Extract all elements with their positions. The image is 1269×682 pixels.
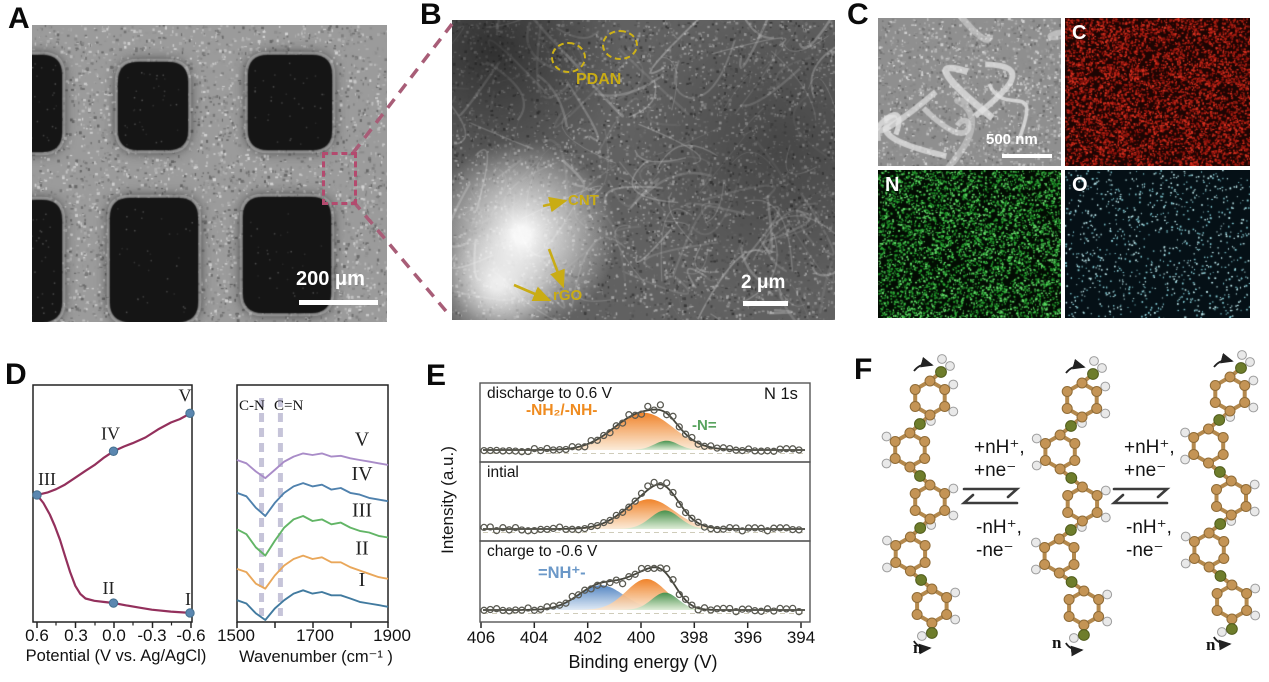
panel-c-scale-bar <box>1002 154 1052 158</box>
svg-text:II: II <box>355 538 368 560</box>
d-xtick: -0.6 <box>176 626 206 645</box>
f-repeat-n: n <box>913 638 923 657</box>
carbon-map-label: C <box>1072 22 1087 44</box>
xps-amine-peak-label: -NH₂/-NH- <box>526 402 598 419</box>
f-reverse-label-1: -nH⁺, <box>1126 517 1172 538</box>
ftir-xtick: 1900 <box>373 626 411 645</box>
ftir-xtick: 1700 <box>296 626 334 645</box>
f-repeat-n: n <box>1052 633 1062 652</box>
f-reverse-label-2: -ne⁻ <box>976 540 1014 561</box>
svg-text:V: V <box>179 385 192 405</box>
e-xtick: 406 <box>466 628 496 647</box>
ftir-xaxis-label: Wavenumber (cm⁻¹ ) <box>239 648 393 666</box>
f-repeat-n: n <box>1206 635 1216 654</box>
pdan-dashed-circle <box>551 42 586 73</box>
f-forward-label-1: +nH⁺, <box>1124 437 1175 458</box>
e-xtick: 404 <box>519 628 549 647</box>
panel-c-oxygen-map <box>1065 170 1250 318</box>
svg-text:V: V <box>355 429 370 451</box>
svg-text:IV: IV <box>101 423 120 443</box>
panel-c-nitrogen-map <box>878 170 1061 318</box>
d-xtick: 0.6 <box>25 626 49 645</box>
xps-corner-label: N 1s <box>764 385 798 403</box>
panel-c-label: C <box>847 0 869 31</box>
pdan-annotation: PDAN <box>576 71 622 88</box>
e-yaxis-label: Intensity (a.u.) <box>438 446 457 554</box>
e-xtick: 402 <box>573 628 603 647</box>
d-xtick: 0.0 <box>102 626 126 645</box>
panel-a-zoom-box <box>322 152 357 205</box>
e-xtick: 394 <box>786 628 816 647</box>
svg-text:III: III <box>38 469 56 489</box>
panel-b-scale-text: 2 μm <box>741 272 786 293</box>
panel-f-label: F <box>854 353 873 386</box>
e-xtick: 400 <box>626 628 656 647</box>
xps-bottom-title: charge to -0.6 V <box>487 543 598 560</box>
svg-text:I: I <box>185 589 191 609</box>
e-xtick: 398 <box>679 628 709 647</box>
f-reverse-label-1: -nH⁺, <box>976 517 1022 538</box>
f-forward-label-2: +ne⁻ <box>974 460 1017 481</box>
pdan-dashed-circle <box>602 30 638 60</box>
panel-a-label: A <box>8 2 30 35</box>
oxygen-map-label: O <box>1072 174 1088 196</box>
d-xtick: -0.3 <box>137 626 167 645</box>
xps-top-title: discharge to 0.6 V <box>487 385 612 402</box>
xps-imine-peak-label: -N= <box>692 417 717 434</box>
d-xaxis-label: Potential (V vs. Ag/AgCl) <box>25 647 207 665</box>
xps-protonated-peak-label: =NH⁺- <box>538 564 586 582</box>
f-forward-label-2: +ne⁻ <box>1124 460 1167 481</box>
svg-text:III: III <box>352 500 372 522</box>
svg-text:II: II <box>103 578 115 598</box>
xps-mid-title: intial <box>487 464 519 481</box>
f-forward-label-1: +nH⁺, <box>974 437 1025 458</box>
f-reverse-label-2: -ne⁻ <box>1126 540 1164 561</box>
panel-c-sem-image <box>878 18 1061 166</box>
ftir-xtick: 1500 <box>217 626 255 645</box>
svg-text:I: I <box>359 569 366 591</box>
panel-a-scale-text: 200 μm <box>296 268 365 290</box>
panel-e-label: E <box>426 359 447 392</box>
nitrogen-map-label: N <box>885 174 900 196</box>
panel-a-scale-bar <box>299 300 378 305</box>
panel-a-sem-image <box>32 25 387 322</box>
ftir-band-label-cn: C-N <box>239 398 265 414</box>
panel-c-scale-text: 500 nm <box>986 131 1038 148</box>
d-xtick: 0.3 <box>64 626 88 645</box>
e-xaxis-label: Binding energy (V) <box>568 652 718 672</box>
ftir-band-label-cnn: C=N <box>274 398 304 414</box>
e-xtick: 396 <box>733 628 763 647</box>
panel-b-scale-bar <box>743 301 788 306</box>
rgo-annotation: rGO <box>553 287 583 304</box>
panel-b-sem-image <box>452 20 835 320</box>
panel-d-label: D <box>5 358 27 391</box>
panel-b-label: B <box>420 0 442 31</box>
panel-c-carbon-map <box>1065 18 1250 166</box>
svg-text:IV: IV <box>351 463 373 485</box>
cnt-annotation: CNT <box>568 192 599 209</box>
